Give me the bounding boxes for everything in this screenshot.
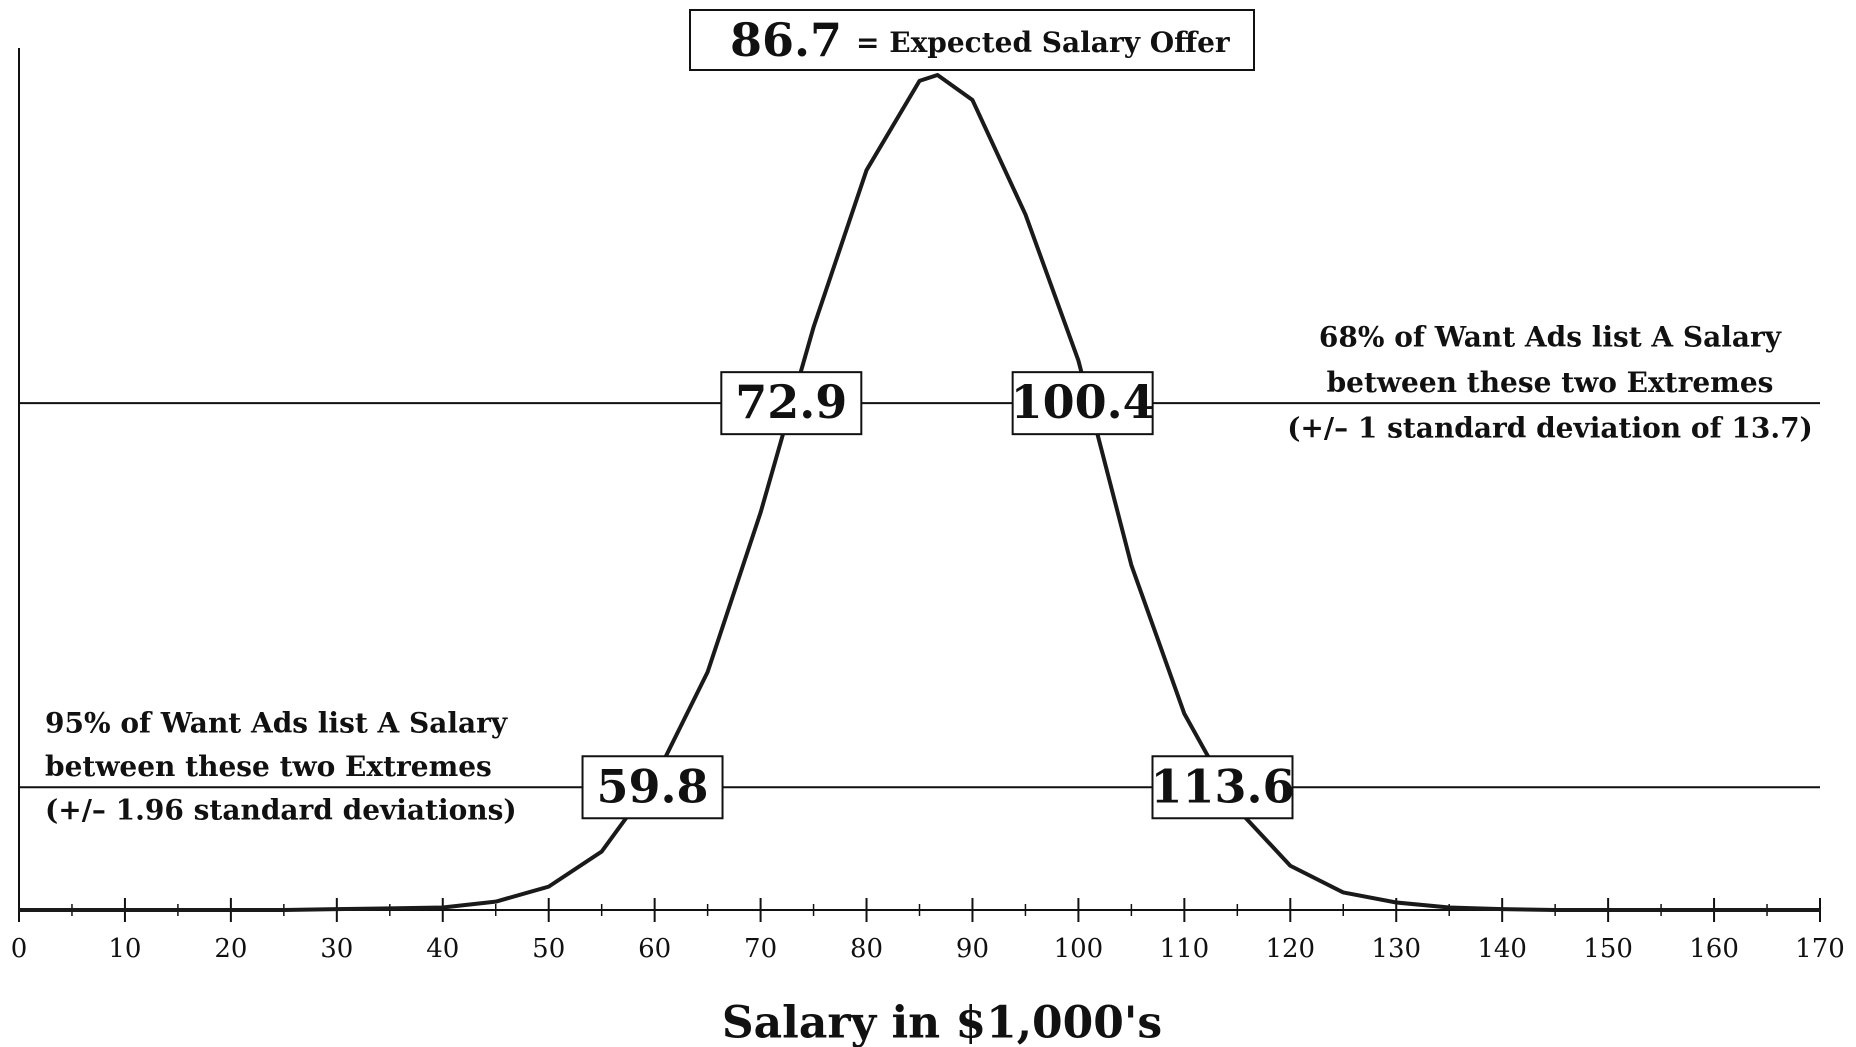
x-tick-label: 40 [426,934,459,964]
value-box-label: 113.6 [1150,759,1294,813]
x-tick-label: 20 [214,934,247,964]
x-tick-label: 110 [1160,934,1210,964]
x-axis-label: Salary in $1,000's [722,998,1162,1047]
value-box [1011,371,1154,436]
curve [19,73,1820,912]
value-box-label: 72.9 [735,375,847,429]
x-tick-label: 160 [1689,934,1739,964]
x-tick-label: 120 [1265,934,1315,964]
x-tick-label: 130 [1371,934,1421,964]
interval-note: 95% of Want Ads list A Salary [45,707,508,740]
mean-box [689,9,1255,71]
x-tick-label: 0 [11,934,28,964]
mean-value: 86.7 [730,13,842,67]
x-tick-label: 80 [850,934,883,964]
value-box [581,755,724,820]
x-tick-label: 100 [1054,934,1104,964]
x-tick-label: 10 [108,934,141,964]
x-tick-label: 90 [956,934,989,964]
value-box [1151,755,1294,820]
value-box-label: 100.4 [1011,375,1155,429]
x-tick-label: 50 [532,934,565,964]
x-tick-label: 60 [638,934,671,964]
interval-note: (+/– 1.96 standard deviations) [45,794,517,827]
value-box-label: 59.8 [597,759,709,813]
interval-note: 68% of Want Ads list A Salary [1319,321,1782,354]
interval-note: between these two Extremes [1327,366,1774,399]
value-box [720,371,863,436]
x-tick-label: 170 [1795,934,1845,964]
x-tick-label: 70 [744,934,777,964]
interval-note: between these two Extremes [45,750,492,783]
x-tick-label: 150 [1583,934,1633,964]
x-tick-label: 140 [1477,934,1527,964]
mean-label: 86.7 = Expected Salary Offer [730,13,1231,67]
interval-note: (+/– 1 standard deviation of 13.7) [1287,412,1813,445]
mean-text: = Expected Salary Offer [856,26,1231,59]
x-tick-label: 30 [320,934,353,964]
